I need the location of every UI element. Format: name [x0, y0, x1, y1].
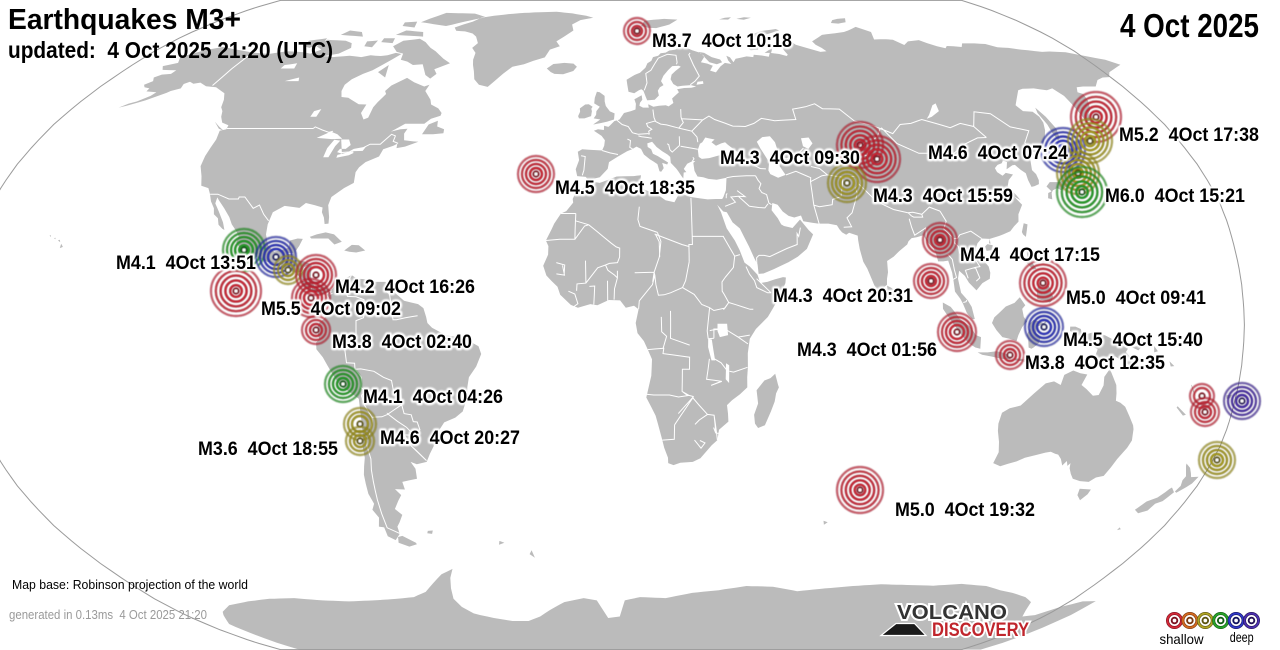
svg-text:M4.3 4Oct 20:31: M4.3 4Oct 20:31 [773, 286, 913, 307]
svg-text:M3.7 4Oct 10:18: M3.7 4Oct 10:18 [652, 31, 792, 52]
svg-text:M5.2 4Oct 17:38: M5.2 4Oct 17:38 [1119, 125, 1259, 146]
svg-text:M4.4 4Oct 17:15: M4.4 4Oct 17:15 [960, 245, 1100, 266]
svg-text:M4.5 4Oct 18:35: M4.5 4Oct 18:35 [555, 178, 695, 199]
svg-text:M4.3 4Oct 09:30: M4.3 4Oct 09:30 [720, 148, 860, 169]
svg-text:M4.3 4Oct 15:59: M4.3 4Oct 15:59 [873, 186, 1013, 207]
svg-text:M4.3 4Oct 20:31: M4.3 4Oct 20:31 [773, 286, 913, 307]
svg-text:M4.6 4Oct 07:24: M4.6 4Oct 07:24 [928, 143, 1068, 164]
svg-text:M4.6 4Oct 20:27: M4.6 4Oct 20:27 [380, 428, 520, 449]
svg-text:M6.0 4Oct 15:21: M6.0 4Oct 15:21 [1105, 186, 1245, 207]
svg-text:Map base: Robinson projection: Map base: Robinson projection of the wor… [12, 577, 248, 592]
svg-text:M5.2 4Oct 17:38: M5.2 4Oct 17:38 [1119, 125, 1259, 146]
svg-text:M3.8 4Oct 02:40: M3.8 4Oct 02:40 [332, 332, 472, 353]
svg-text:M4.6 4Oct 20:27: M4.6 4Oct 20:27 [380, 428, 520, 449]
svg-text:M5.0 4Oct 19:32: M5.0 4Oct 19:32 [895, 500, 1035, 521]
svg-text:4 Oct 2025: 4 Oct 2025 [1120, 7, 1259, 44]
svg-text:deep: deep [1230, 629, 1254, 645]
svg-text:VOLCANO: VOLCANO [897, 601, 1007, 624]
svg-text:M5.0 4Oct 09:41: M5.0 4Oct 09:41 [1066, 288, 1206, 309]
svg-text:generated in 0.13ms 4 Oct 202: generated in 0.13ms 4 Oct 2025 21:20 [9, 608, 207, 622]
svg-text:M4.3 4Oct 09:30: M4.3 4Oct 09:30 [720, 148, 860, 169]
svg-text:M3.7 4Oct 10:18: M3.7 4Oct 10:18 [652, 31, 792, 52]
svg-text:M4.1 4Oct 13:51: M4.1 4Oct 13:51 [116, 253, 256, 274]
svg-text:M4.1 4Oct 04:26: M4.1 4Oct 04:26 [363, 387, 503, 408]
svg-text:M4.2 4Oct 16:26: M4.2 4Oct 16:26 [335, 277, 475, 298]
svg-text:M4.6 4Oct 07:24: M4.6 4Oct 07:24 [928, 143, 1068, 164]
svg-text:M4.3 4Oct 01:56: M4.3 4Oct 01:56 [797, 340, 937, 361]
svg-text:M3.8 4Oct 12:35: M3.8 4Oct 12:35 [1025, 353, 1165, 374]
svg-text:M6.0 4Oct 15:21: M6.0 4Oct 15:21 [1105, 186, 1245, 207]
svg-text:DISCOVERY: DISCOVERY [932, 619, 1029, 641]
svg-text:M5.5 4Oct 09:02: M5.5 4Oct 09:02 [261, 299, 401, 320]
svg-text:M4.3 4Oct 15:59: M4.3 4Oct 15:59 [873, 186, 1013, 207]
svg-text:M3.8 4Oct 02:40: M3.8 4Oct 02:40 [332, 332, 472, 353]
svg-text:updated: 4 Oct 2025 21:20 (UT: updated: 4 Oct 2025 21:20 (UTC) [8, 37, 333, 63]
svg-text:M4.3 4Oct 01:56: M4.3 4Oct 01:56 [797, 340, 937, 361]
svg-text:M3.6 4Oct 18:55: M3.6 4Oct 18:55 [198, 439, 338, 460]
svg-text:M5.0 4Oct 09:41: M5.0 4Oct 09:41 [1066, 288, 1206, 309]
svg-text:M4.5 4Oct 15:40: M4.5 4Oct 15:40 [1063, 330, 1203, 351]
svg-text:M3.6 4Oct 18:55: M3.6 4Oct 18:55 [198, 439, 338, 460]
svg-text:M3.8 4Oct 12:35: M3.8 4Oct 12:35 [1025, 353, 1165, 374]
svg-text:M4.1 4Oct 13:51: M4.1 4Oct 13:51 [116, 253, 256, 274]
svg-text:shallow: shallow [1160, 631, 1205, 647]
svg-text:M4.4 4Oct 17:15: M4.4 4Oct 17:15 [960, 245, 1100, 266]
svg-text:M4.1 4Oct 04:26: M4.1 4Oct 04:26 [363, 387, 503, 408]
svg-text:M5.5 4Oct 09:02: M5.5 4Oct 09:02 [261, 299, 401, 320]
svg-text:M4.5 4Oct 18:35: M4.5 4Oct 18:35 [555, 178, 695, 199]
svg-text:Earthquakes M3+: Earthquakes M3+ [8, 4, 241, 36]
svg-text:M5.0 4Oct 19:32: M5.0 4Oct 19:32 [895, 500, 1035, 521]
svg-text:M4.2 4Oct 16:26: M4.2 4Oct 16:26 [335, 277, 475, 298]
svg-text:M4.5 4Oct 15:40: M4.5 4Oct 15:40 [1063, 330, 1203, 351]
